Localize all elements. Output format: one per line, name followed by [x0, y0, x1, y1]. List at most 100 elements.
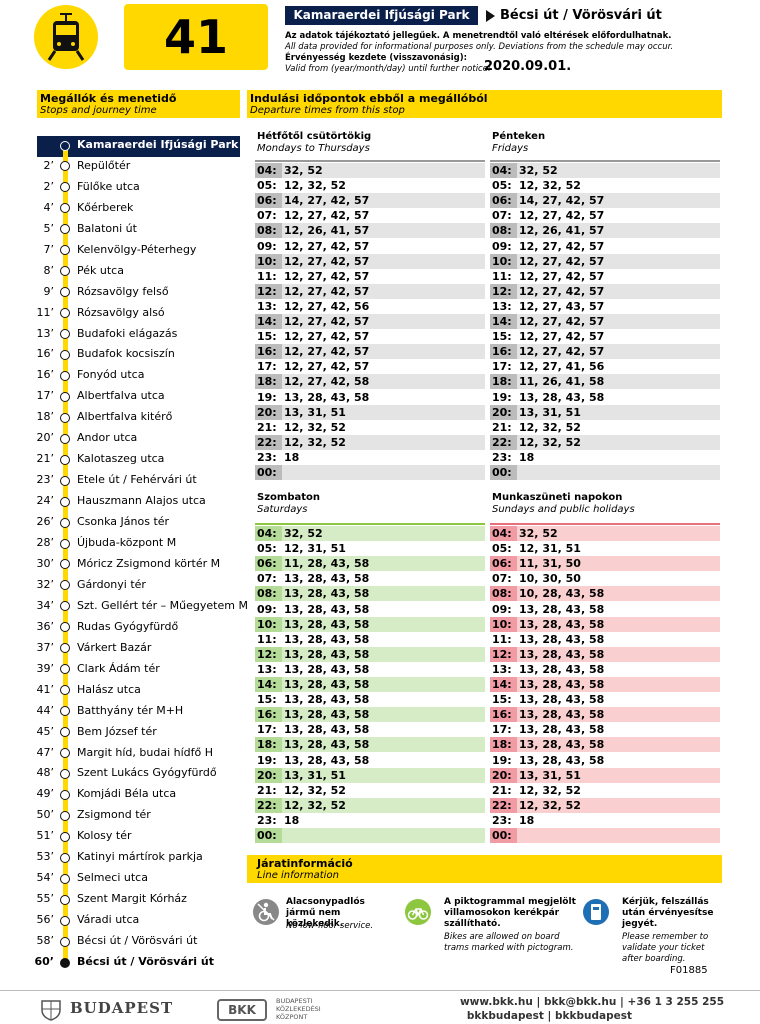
hour: 04: — [492, 164, 512, 177]
bkk-name-line: KÖZPONT — [276, 1013, 308, 1021]
hour: 10: — [492, 617, 512, 631]
hour: 17: — [492, 360, 512, 374]
hour-bg — [490, 223, 517, 239]
hour: 05: — [492, 179, 512, 193]
hour-bg — [255, 223, 282, 239]
hour: 12: — [257, 647, 277, 661]
minutes: 12, 27, 42, 57 — [519, 239, 605, 253]
hour: 19: — [492, 390, 512, 404]
minutes: 13, 31, 51 — [519, 768, 581, 782]
stop-time: 58’ — [36, 934, 55, 948]
stop-name: Kelenvölgy-Péterhegy — [77, 242, 197, 256]
hour: 22: — [492, 798, 512, 812]
stop-marker — [60, 308, 70, 319]
hour: 18: — [257, 738, 277, 752]
stop-time: 39’ — [36, 661, 55, 675]
row-bg — [255, 314, 485, 329]
stop-marker — [60, 706, 70, 717]
minutes: 13, 28, 43, 58 — [284, 647, 370, 661]
hour: 10: — [492, 254, 512, 268]
hour-bg — [490, 163, 517, 178]
stop-name: Fonyód utca — [77, 368, 145, 382]
hour: 13: — [492, 299, 512, 313]
hour: 22: — [257, 435, 277, 449]
stop-name: Kamaraerdei Ifjúsági Park — [77, 138, 239, 151]
minutes: 12, 27, 42, 57 — [284, 209, 370, 223]
stop-marker — [60, 873, 70, 884]
row-bg — [255, 465, 485, 480]
stop-time: 45’ — [36, 724, 55, 738]
hour: 23: — [257, 813, 277, 827]
hour-bg — [255, 526, 282, 541]
stop-time: 37’ — [36, 640, 55, 654]
hour-bg — [255, 586, 282, 602]
hour-bg — [255, 828, 282, 843]
row-bg — [490, 556, 720, 572]
hour: 00: — [492, 466, 512, 479]
row-bg — [490, 223, 720, 239]
row-bg — [255, 828, 485, 843]
stop-name: Várkert Bazár — [77, 640, 152, 654]
first-stop-bar — [37, 136, 240, 157]
stop-time: 51’ — [36, 829, 55, 843]
hour: 05: — [257, 542, 277, 556]
stop-marker — [60, 349, 70, 360]
hour: 04: — [257, 527, 277, 540]
minutes: 13, 28, 43, 58 — [519, 708, 605, 722]
stop-name: Móricz Zsigmond körtér M — [77, 556, 221, 570]
stop-time: 48’ — [36, 766, 55, 780]
hour: 17: — [257, 360, 277, 374]
minutes: 18 — [519, 450, 535, 464]
hour-bg — [255, 767, 282, 783]
row-bg — [255, 223, 485, 239]
stop-marker — [60, 182, 70, 193]
hour: 12: — [492, 284, 512, 298]
hour: 11: — [492, 632, 512, 646]
hour: 23: — [257, 450, 277, 464]
row-bg — [490, 465, 720, 480]
hour-bg — [490, 586, 517, 602]
stop-marker — [60, 727, 70, 738]
stop-marker — [60, 789, 70, 800]
hour: 06: — [492, 557, 512, 571]
minutes: 13, 28, 43, 58 — [284, 753, 370, 767]
hour-bg — [490, 283, 517, 299]
row-bg — [490, 434, 720, 450]
route-to: Bécsi út / Vörösvári út — [500, 8, 662, 23]
hour: 08: — [492, 587, 512, 601]
hour-bg — [490, 616, 517, 632]
block-title: Pénteken — [492, 131, 546, 142]
stop-marker — [60, 224, 70, 235]
minutes: 13, 28, 43, 58 — [519, 632, 605, 646]
block-subtitle: Fridays — [492, 143, 529, 154]
hour: 21: — [257, 420, 277, 434]
stop-time: 49’ — [36, 787, 55, 801]
hour: 11: — [257, 632, 277, 646]
minutes: 12, 32, 52 — [284, 783, 346, 797]
stop-time: 4’ — [43, 200, 55, 214]
stop-time: 16’ — [36, 347, 55, 361]
hour: 13: — [257, 299, 277, 313]
row-bg — [255, 646, 485, 662]
hour-bg — [255, 253, 282, 269]
stop-name: Katinyi mártírok parkja — [77, 850, 203, 864]
city-name: BUDAPEST — [70, 999, 174, 1017]
minutes: 12, 27, 42, 57 — [519, 345, 605, 359]
hour: 06: — [257, 557, 277, 571]
hour: 19: — [492, 753, 512, 767]
minutes: 12, 32, 52 — [519, 420, 581, 434]
hour: 00: — [257, 466, 277, 479]
minutes: 13, 31, 51 — [284, 405, 346, 419]
minutes: 12, 32, 52 — [284, 435, 346, 449]
stop-time: 54’ — [36, 871, 55, 885]
stop-name: Albertfalva kitérő — [77, 410, 173, 424]
minutes: 12, 27, 42, 57 — [284, 360, 370, 374]
info-title-bar — [247, 855, 722, 883]
minutes: 12, 27, 42, 57 — [519, 284, 605, 298]
hour-bg — [255, 163, 282, 178]
minutes: 12, 32, 52 — [519, 435, 581, 449]
hour: 00: — [492, 829, 512, 842]
stop-time: 47’ — [36, 745, 55, 759]
stop-marker — [60, 517, 70, 528]
stop-marker — [60, 936, 70, 947]
